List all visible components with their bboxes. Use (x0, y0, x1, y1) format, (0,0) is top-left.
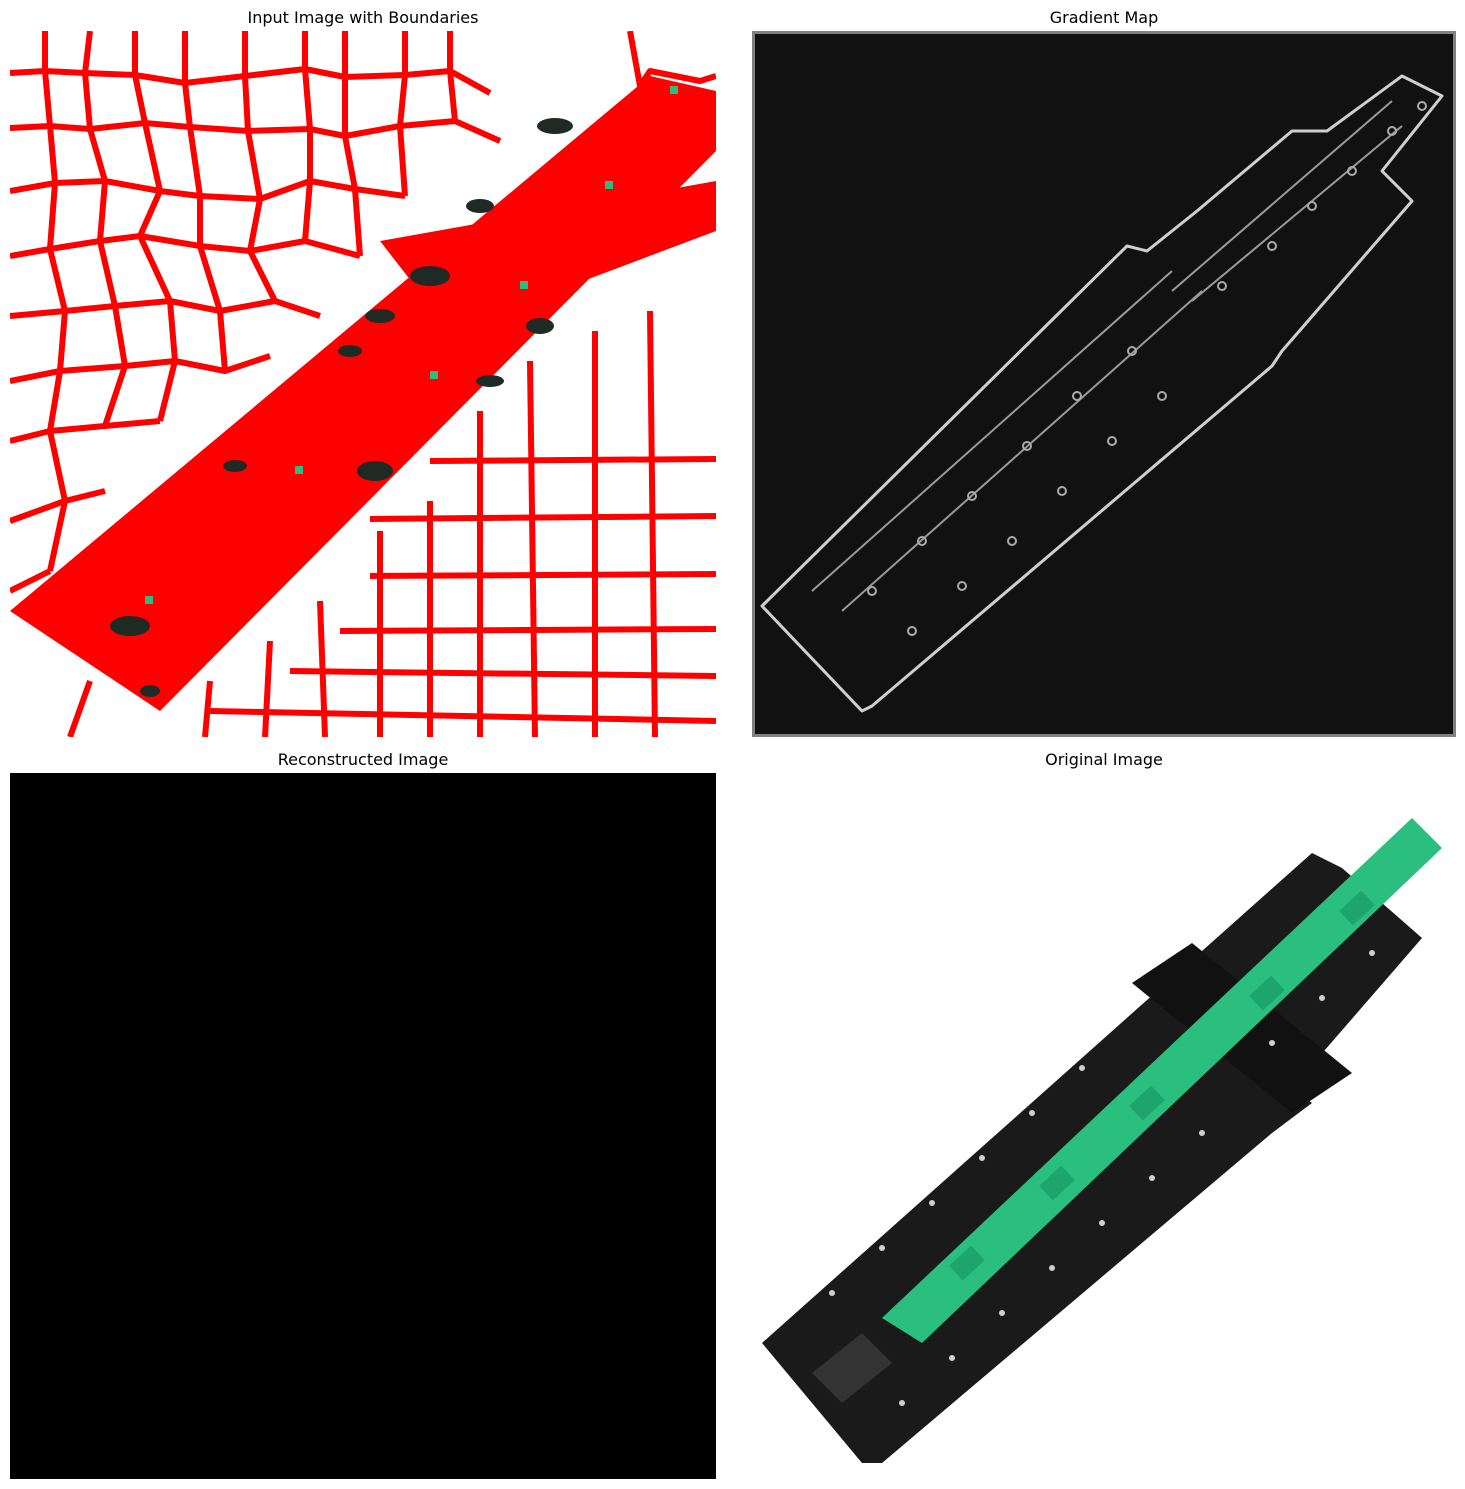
gradient-map-image (752, 31, 1456, 737)
title-original: Original Image (1045, 750, 1163, 769)
original-image (752, 773, 1456, 1479)
input-boundaries-image (10, 31, 716, 737)
title-gradient-map: Gradient Map (1049, 8, 1159, 27)
reconstructed-image (10, 773, 716, 1479)
title-input-boundaries: Input Image with Boundaries (247, 8, 479, 27)
title-reconstructed: Reconstructed Image (277, 750, 449, 769)
